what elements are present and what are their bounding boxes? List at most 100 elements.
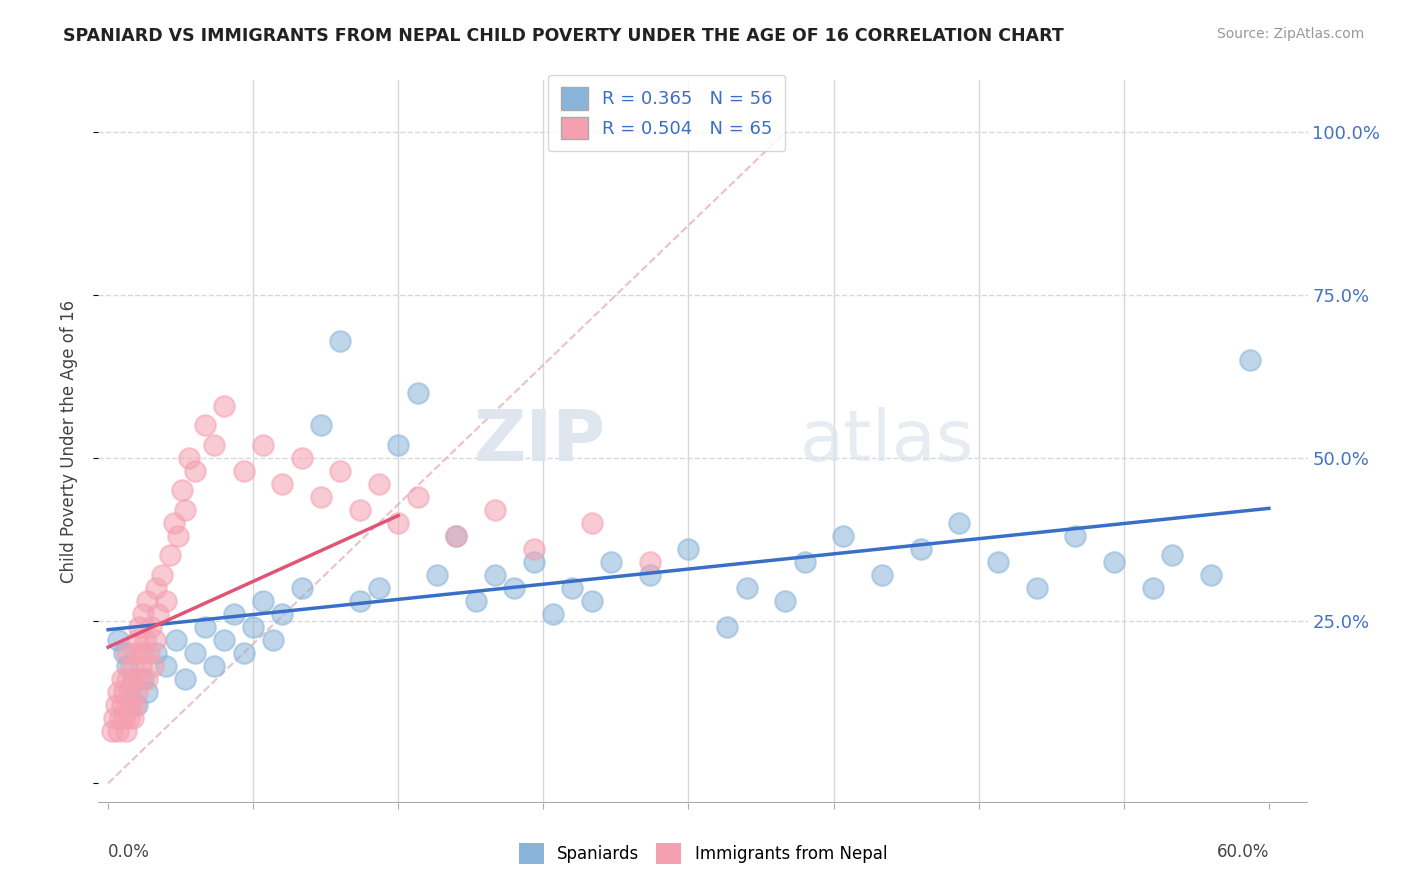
Point [166,529,188,543]
Point [101,724,124,739]
Point [368,581,391,595]
Point [184,646,207,660]
Point [112,646,135,660]
Point [638,555,661,569]
Point [581,594,603,608]
Point [135,685,157,699]
Point [561,581,583,595]
Legend: R = 0.365   N = 56, R = 0.504   N = 65: R = 0.365 N = 56, R = 0.504 N = 65 [548,75,786,152]
Point [638,568,661,582]
Point [204,659,226,673]
Point [114,724,136,739]
Point [104,698,127,713]
Point [271,607,294,621]
Text: 60.0%: 60.0% [1216,843,1268,861]
Point [290,450,312,465]
Legend: Spaniards, Immigrants from Nepal: Spaniards, Immigrants from Nepal [512,837,894,871]
Point [150,568,173,582]
Point [212,633,235,648]
Point [773,594,796,608]
Point [135,594,157,608]
Point [107,633,129,648]
Point [987,555,1010,569]
Point [111,672,134,686]
Point [222,607,245,621]
Point [212,399,235,413]
Point [232,646,254,660]
Point [120,659,142,673]
Point [406,490,429,504]
Text: 0.0%: 0.0% [108,843,150,861]
Point [139,620,162,634]
Point [145,646,167,660]
Point [948,516,970,530]
Point [132,607,155,621]
Point [678,541,700,556]
Point [124,646,146,660]
Point [242,620,264,634]
Point [138,646,160,660]
Point [122,672,145,686]
Point [426,568,449,582]
Point [174,503,197,517]
Point [132,672,155,686]
Point [145,581,167,595]
Point [290,581,312,595]
Point [1161,549,1184,563]
Point [1025,581,1047,595]
Point [252,438,274,452]
Point [329,464,352,478]
Point [387,516,409,530]
Point [581,516,603,530]
Point [252,594,274,608]
Point [349,594,371,608]
Point [262,633,284,648]
Point [406,385,429,400]
Point [1102,555,1125,569]
Point [155,594,177,608]
Point [1199,568,1222,582]
Point [135,672,157,686]
Point [128,672,150,686]
Point [127,633,149,648]
Point [541,607,564,621]
Point [170,483,193,498]
Point [143,633,166,648]
Point [184,464,207,478]
Point [159,549,181,563]
Point [349,503,371,517]
Point [118,685,141,699]
Point [232,464,254,478]
Point [309,490,332,504]
Point [112,685,135,699]
Point [446,529,468,543]
Point [103,711,125,725]
Point [127,685,149,699]
Point [735,581,758,595]
Point [120,698,142,713]
Point [117,659,139,673]
Point [793,555,815,569]
Text: SPANIARD VS IMMIGRANTS FROM NEPAL CHILD POVERTY UNDER THE AGE OF 16 CORRELATION : SPANIARD VS IMMIGRANTS FROM NEPAL CHILD … [63,27,1064,45]
Point [148,607,170,621]
Text: Source: ZipAtlas.com: Source: ZipAtlas.com [1216,27,1364,41]
Point [155,659,177,673]
Point [464,594,486,608]
Point [174,672,197,686]
Point [271,476,294,491]
Point [107,724,129,739]
Point [446,529,468,543]
Point [118,711,141,725]
Point [329,334,352,348]
Point [112,711,135,725]
Point [503,581,526,595]
Point [523,555,546,569]
Point [117,698,139,713]
Point [142,659,165,673]
Point [832,529,855,543]
Point [111,698,134,713]
Text: ZIP: ZIP [474,407,606,476]
Point [132,646,155,660]
Point [910,541,932,556]
Point [117,646,139,660]
